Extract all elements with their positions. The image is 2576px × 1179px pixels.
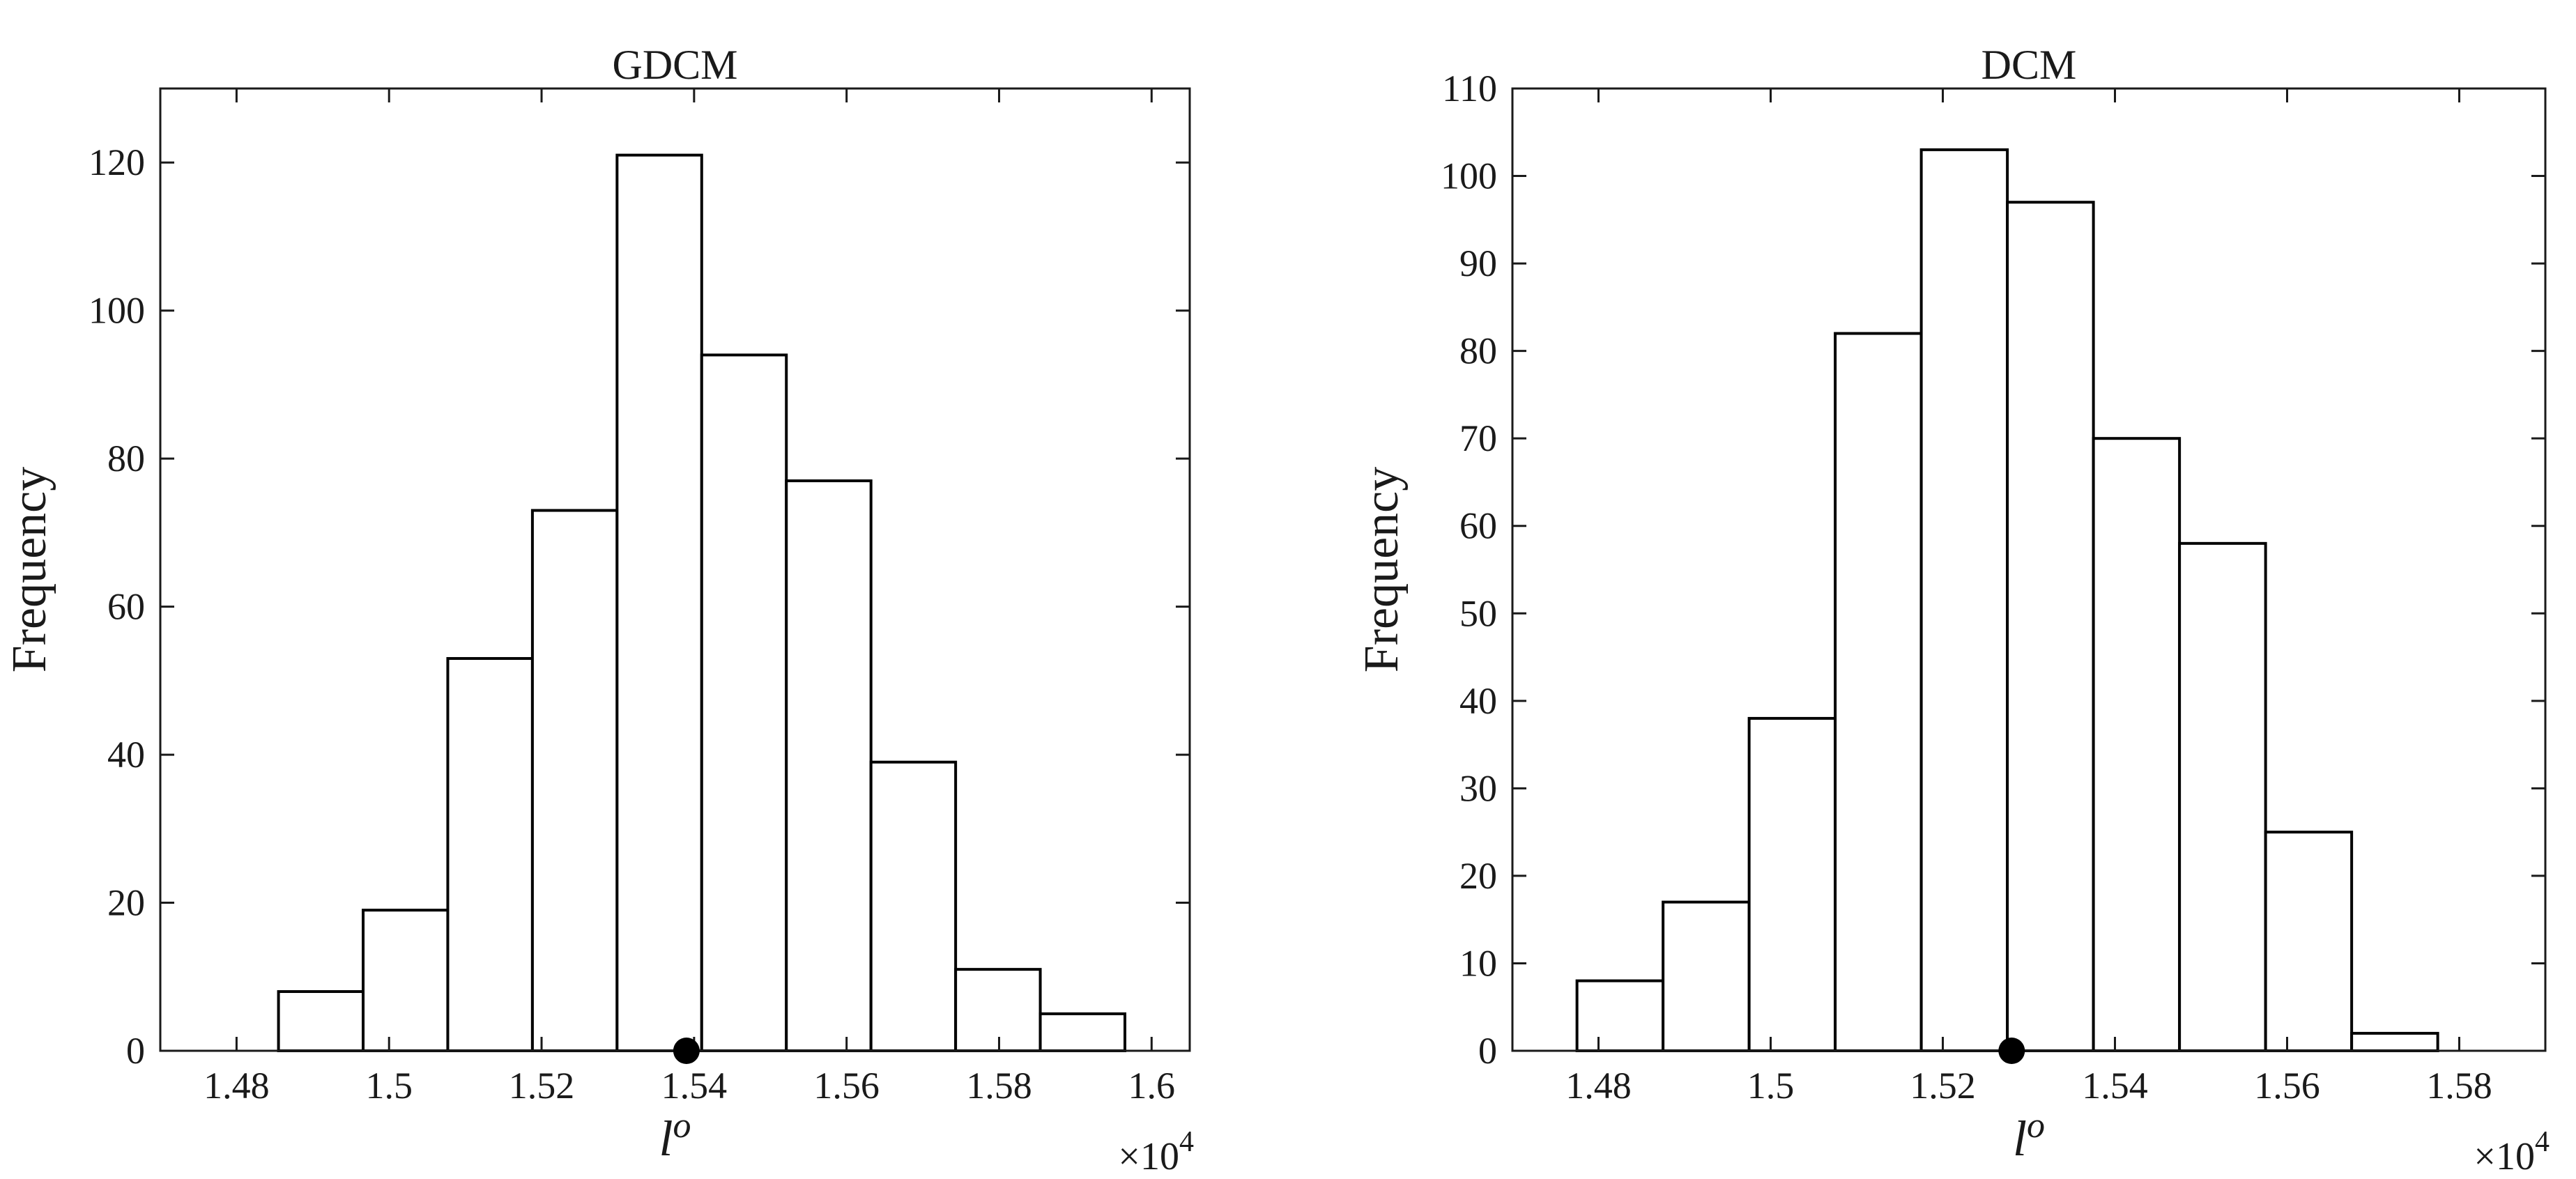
y-axis-label: Frequency <box>1355 467 1409 672</box>
x-tick-label: 1.58 <box>966 1065 1032 1107</box>
x-axis-label: lo <box>2013 1106 2045 1166</box>
axes-box <box>1511 87 2547 1052</box>
y-tick-label: 20 <box>107 882 145 924</box>
y-tick-label: 30 <box>1459 767 1497 809</box>
x-exponent-power: 4 <box>2535 1126 2550 1158</box>
y-tick-label: 90 <box>1459 242 1497 284</box>
x-tick-label: 1.6 <box>1128 1065 1176 1107</box>
y-tick-label: 100 <box>1441 155 1497 197</box>
y-tick-label: 120 <box>89 141 145 183</box>
histogram-bar <box>2350 1031 2439 1052</box>
chart-title: DCM <box>1981 42 2077 88</box>
x-axis-label: lo <box>659 1106 691 1166</box>
histogram-bar <box>1662 900 1751 1053</box>
histogram-bar <box>2178 541 2267 1052</box>
histogram-bar <box>1834 332 1923 1053</box>
histogram-bar <box>615 153 703 1053</box>
histogram-bar <box>2092 437 2182 1052</box>
histogram-bar <box>362 909 450 1052</box>
histogram-bar <box>1038 1012 1127 1053</box>
histogram-bar <box>1919 148 2009 1052</box>
x-tick-label: 1.48 <box>1565 1065 1632 1107</box>
x-tick-label: 1.54 <box>2082 1065 2148 1107</box>
chart-title: GDCM <box>612 42 737 88</box>
histogram-bar <box>700 353 788 1052</box>
marker-point <box>1998 1038 2025 1064</box>
histogram-bar <box>1575 979 1665 1052</box>
y-tick-label: 40 <box>107 734 145 776</box>
y-tick-label: 80 <box>1459 330 1497 372</box>
x-axis-label-superscript: o <box>2027 1106 2045 1146</box>
y-tick-label: 0 <box>1478 1030 1497 1072</box>
histogram-bar <box>954 968 1042 1052</box>
y-tick-label: 50 <box>1459 592 1497 634</box>
x-tick-label: 1.5 <box>365 1065 413 1107</box>
y-tick-label: 70 <box>1459 417 1497 459</box>
y-tick-label: 20 <box>1459 855 1497 897</box>
x-tick-label: 1.48 <box>204 1065 270 1107</box>
x-tick-label: 1.56 <box>2254 1065 2320 1107</box>
histogram-bar <box>1747 716 1837 1052</box>
x-tick-label: 1.52 <box>509 1065 575 1107</box>
histogram-bar <box>277 990 365 1052</box>
y-tick-label: 100 <box>89 290 145 332</box>
histogram-bar <box>530 509 619 1052</box>
marker-point <box>673 1038 700 1064</box>
x-tick-label: 1.5 <box>1747 1065 1795 1107</box>
y-tick-label: 60 <box>107 586 145 628</box>
x-exponent-label: ×104 <box>2474 1126 2550 1176</box>
histogram-bar <box>869 760 958 1052</box>
histogram-bar <box>2264 831 2354 1052</box>
x-tick-label: 1.56 <box>813 1065 880 1107</box>
histogram-bar <box>2006 201 2095 1052</box>
x-exponent-power: 4 <box>1179 1126 1194 1158</box>
chart-panel-1: 0 20 40 60 80 100 120 1.48 1.5 1.52 1.54 1.56 1.58 1.… <box>3 42 1194 1178</box>
y-tick-label: 80 <box>107 438 145 479</box>
x-tick-label: 1.54 <box>661 1065 728 1107</box>
histogram-bar <box>785 479 873 1052</box>
y-tick-label: 40 <box>1459 680 1497 722</box>
y-tick-label: 60 <box>1459 505 1497 547</box>
histogram-bar <box>446 656 534 1052</box>
x-exponent-label: ×104 <box>1118 1126 1194 1176</box>
y-tick-label: 0 <box>126 1030 145 1072</box>
chart-panel-2: 0 10 20 30 40 50 60 70 80 90 100 110 1.48 1.5 1.52 1.54… <box>1355 42 2550 1178</box>
x-tick-label: 1.52 <box>1910 1065 1976 1107</box>
y-tick-label: 110 <box>1442 68 1497 109</box>
y-tick-label: 10 <box>1459 942 1497 984</box>
y-axis-label: Frequency <box>3 467 56 672</box>
x-tick-label: 1.58 <box>2426 1065 2492 1107</box>
x-axis-label-superscript: o <box>673 1106 691 1146</box>
